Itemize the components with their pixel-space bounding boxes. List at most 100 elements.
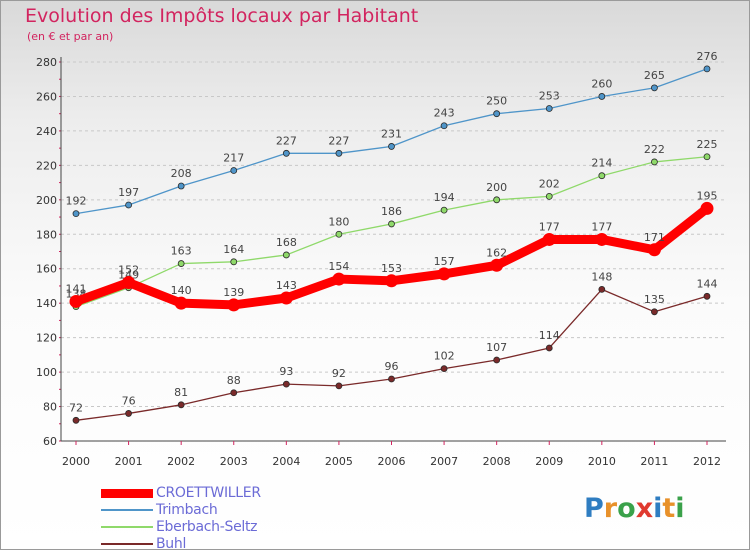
data-point bbox=[335, 149, 343, 157]
data-point bbox=[545, 192, 553, 200]
data-point bbox=[227, 298, 241, 312]
y-tick-label: 100 bbox=[36, 366, 57, 379]
data-point bbox=[177, 182, 185, 190]
legend: CROETTWILLER Trimbach Eberbach-Seltz Buhl bbox=[101, 485, 361, 553]
data-label: 114 bbox=[539, 329, 560, 342]
data-label: 153 bbox=[381, 262, 402, 275]
x-tick-label: 2004 bbox=[272, 455, 300, 468]
data-label: 231 bbox=[381, 127, 402, 140]
svg-text:Proxiti: Proxiti bbox=[584, 493, 685, 524]
y-tick-label: 220 bbox=[36, 159, 57, 172]
legend-label: Buhl bbox=[156, 536, 187, 552]
legend-swatch bbox=[101, 509, 153, 511]
data-point bbox=[493, 110, 501, 118]
data-label: 81 bbox=[174, 386, 188, 399]
series-line bbox=[75, 68, 708, 215]
legend-item: CROETTWILLER bbox=[101, 485, 361, 502]
data-point bbox=[545, 344, 553, 352]
data-label: 194 bbox=[434, 191, 455, 204]
data-point bbox=[651, 158, 658, 166]
data-point bbox=[598, 93, 606, 100]
data-label: 195 bbox=[697, 189, 718, 202]
data-point bbox=[703, 292, 711, 300]
y-tick-label: 80 bbox=[43, 401, 57, 414]
data-point bbox=[335, 382, 343, 390]
y-tick-label: 240 bbox=[36, 125, 57, 138]
data-point bbox=[122, 276, 136, 290]
data-label: 177 bbox=[591, 220, 612, 233]
data-label: 72 bbox=[69, 401, 83, 414]
data-point bbox=[72, 416, 80, 424]
legend-item: Eberbach-Seltz bbox=[101, 519, 361, 536]
data-label: 164 bbox=[223, 243, 244, 256]
y-tick-label: 260 bbox=[36, 90, 57, 103]
data-label: 93 bbox=[279, 365, 293, 378]
data-point bbox=[230, 167, 238, 174]
x-tick-label: 2007 bbox=[430, 455, 458, 468]
data-point bbox=[388, 375, 395, 383]
data-point bbox=[388, 220, 395, 228]
data-label: 96 bbox=[385, 360, 399, 373]
data-point bbox=[493, 196, 501, 204]
y-tick-label: 140 bbox=[36, 297, 57, 310]
chart-title: Evolution des Impôts locaux par Habitant bbox=[25, 5, 419, 27]
data-label: 144 bbox=[697, 277, 718, 290]
data-label: 202 bbox=[539, 177, 560, 190]
x-tick-label: 2003 bbox=[220, 455, 248, 468]
data-label: 139 bbox=[223, 286, 244, 299]
data-point bbox=[69, 294, 83, 308]
proxiti-logo: Proxiti bbox=[584, 493, 685, 524]
y-tick-label: 120 bbox=[36, 332, 57, 345]
data-point bbox=[493, 356, 501, 364]
series-trimbach: 192 197 208 217 227 227 231 243 250 253 260 265 276 bbox=[66, 50, 718, 218]
data-label: 276 bbox=[697, 50, 718, 63]
data-label: 149 bbox=[118, 269, 139, 282]
data-point bbox=[490, 258, 504, 272]
data-point bbox=[230, 389, 238, 397]
x-tick-label: 2002 bbox=[167, 455, 195, 468]
x-tick-label: 2008 bbox=[483, 455, 511, 468]
x-tick-label: 2011 bbox=[640, 455, 668, 468]
data-label: 143 bbox=[276, 279, 297, 292]
legend-item: Buhl bbox=[101, 536, 361, 553]
x-tick-label: 2009 bbox=[535, 455, 563, 468]
y-tick-label: 60 bbox=[43, 435, 57, 448]
data-point bbox=[700, 201, 714, 215]
data-label: 168 bbox=[276, 236, 297, 249]
data-point bbox=[651, 84, 658, 92]
data-point bbox=[598, 285, 606, 293]
data-label: 152 bbox=[118, 264, 139, 277]
data-label: 148 bbox=[591, 270, 612, 283]
x-tick-label: 2000 bbox=[62, 455, 90, 468]
legend-label: CROETTWILLER bbox=[156, 485, 261, 501]
x-tick-label: 2001 bbox=[115, 455, 143, 468]
data-point bbox=[177, 260, 185, 267]
data-label: 177 bbox=[539, 220, 560, 233]
data-label: 141 bbox=[66, 282, 87, 295]
data-label: 180 bbox=[328, 215, 349, 228]
data-point bbox=[72, 210, 80, 218]
data-label: 135 bbox=[644, 293, 665, 306]
data-point bbox=[125, 410, 132, 417]
y-tick-label: 160 bbox=[36, 263, 57, 276]
legend-label: Eberbach-Seltz bbox=[156, 519, 258, 535]
chart-subtitle: (en € et par an) bbox=[27, 30, 114, 43]
series-buhl: 72 76 81 88 93 92 96 102 107 114 148 135 144 bbox=[69, 270, 718, 424]
data-label: 227 bbox=[328, 134, 349, 147]
data-point bbox=[385, 274, 398, 288]
series-croettwiller: 141 152 140 139 143 154 153 157 162 177 177 171 195 bbox=[66, 189, 718, 312]
data-label: 107 bbox=[486, 341, 507, 354]
legend-label: Trimbach bbox=[156, 502, 218, 518]
data-label: 171 bbox=[644, 231, 665, 244]
data-point bbox=[177, 401, 185, 409]
data-label: 208 bbox=[171, 167, 192, 180]
data-point bbox=[598, 172, 606, 180]
data-label: 163 bbox=[171, 245, 192, 258]
legend-swatch bbox=[101, 489, 153, 498]
data-label: 186 bbox=[381, 205, 402, 218]
y-tick-label: 200 bbox=[36, 194, 57, 207]
data-point bbox=[279, 291, 293, 305]
data-point bbox=[703, 65, 711, 73]
